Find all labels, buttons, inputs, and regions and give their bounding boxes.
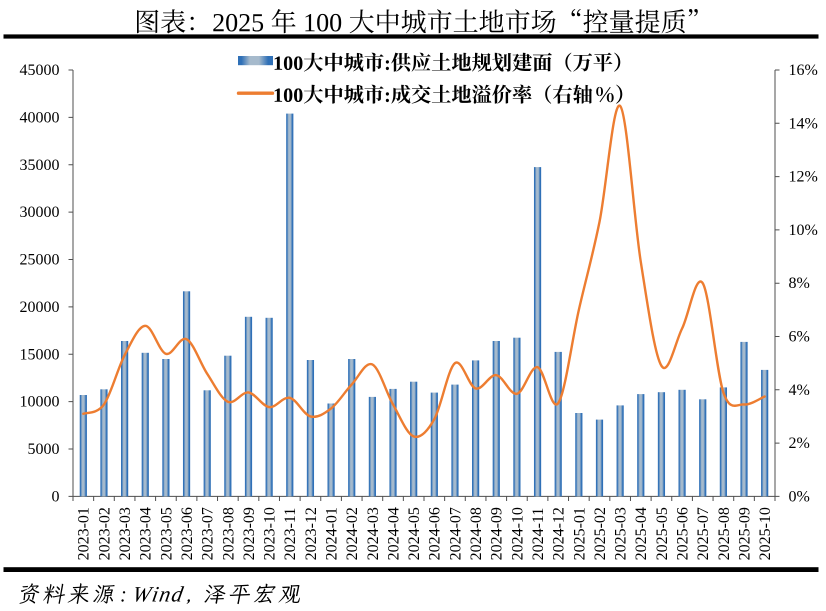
svg-text:2024-03: 2024-03	[365, 507, 382, 560]
svg-text:10000: 10000	[20, 394, 60, 411]
svg-text:2025-04: 2025-04	[633, 507, 650, 560]
svg-text:2025-10: 2025-10	[757, 507, 774, 560]
svg-text:2023-06: 2023-06	[179, 507, 196, 560]
svg-text:2023-02: 2023-02	[96, 507, 113, 560]
svg-text:40000: 40000	[20, 109, 60, 126]
svg-text:2%: 2%	[789, 435, 810, 452]
svg-text:2025-06: 2025-06	[675, 507, 692, 560]
svg-text:2024-08: 2024-08	[468, 507, 485, 560]
svg-text:2024-10: 2024-10	[509, 507, 526, 560]
svg-text:20000: 20000	[20, 299, 60, 316]
svg-text:8%: 8%	[789, 275, 810, 292]
svg-text:2025-05: 2025-05	[654, 507, 671, 560]
svg-text:2025-08: 2025-08	[716, 507, 733, 560]
svg-text:2024-07: 2024-07	[447, 507, 464, 560]
svg-text:5000: 5000	[28, 441, 60, 458]
svg-text:25000: 25000	[20, 252, 60, 269]
svg-text:15000: 15000	[20, 346, 60, 363]
svg-text:2025-09: 2025-09	[736, 507, 753, 560]
svg-text:2023-10: 2023-10	[262, 507, 279, 560]
svg-text:14%: 14%	[789, 115, 818, 132]
svg-text:2023-01: 2023-01	[76, 507, 93, 560]
svg-text:2023-03: 2023-03	[117, 507, 134, 560]
svg-text:2023-05: 2023-05	[158, 507, 175, 560]
svg-text:2025-03: 2025-03	[613, 507, 630, 560]
svg-text:10%: 10%	[789, 222, 818, 239]
svg-text:2024-11: 2024-11	[530, 508, 547, 561]
svg-text:2024-04: 2024-04	[385, 507, 402, 560]
svg-text:45000: 45000	[20, 62, 60, 79]
svg-text:2025-02: 2025-02	[592, 507, 609, 560]
svg-text:2024-09: 2024-09	[489, 507, 506, 560]
svg-text:2025-07: 2025-07	[695, 507, 712, 560]
svg-text:0: 0	[52, 488, 60, 505]
svg-text:0%: 0%	[789, 488, 810, 505]
svg-text:12%: 12%	[789, 169, 818, 186]
svg-text:2025-01: 2025-01	[571, 507, 588, 560]
svg-text:2024-05: 2024-05	[406, 507, 423, 560]
svg-text:2024-12: 2024-12	[551, 507, 568, 560]
svg-text:16%: 16%	[789, 62, 818, 79]
svg-text:2023-12: 2023-12	[303, 507, 320, 560]
svg-text:2023-09: 2023-09	[241, 507, 258, 560]
svg-text:2024-02: 2024-02	[344, 507, 361, 560]
svg-text:30000: 30000	[20, 204, 60, 221]
svg-text:2023-07: 2023-07	[200, 507, 217, 560]
svg-text:2024-01: 2024-01	[324, 507, 341, 560]
svg-text:2024-06: 2024-06	[427, 507, 444, 560]
svg-text:6%: 6%	[789, 329, 810, 346]
svg-text:2023-04: 2023-04	[138, 507, 155, 560]
svg-text:4%: 4%	[789, 382, 810, 399]
svg-text:2023-11: 2023-11	[282, 508, 299, 561]
svg-text:35000: 35000	[20, 157, 60, 174]
svg-text:2023-08: 2023-08	[220, 507, 237, 560]
